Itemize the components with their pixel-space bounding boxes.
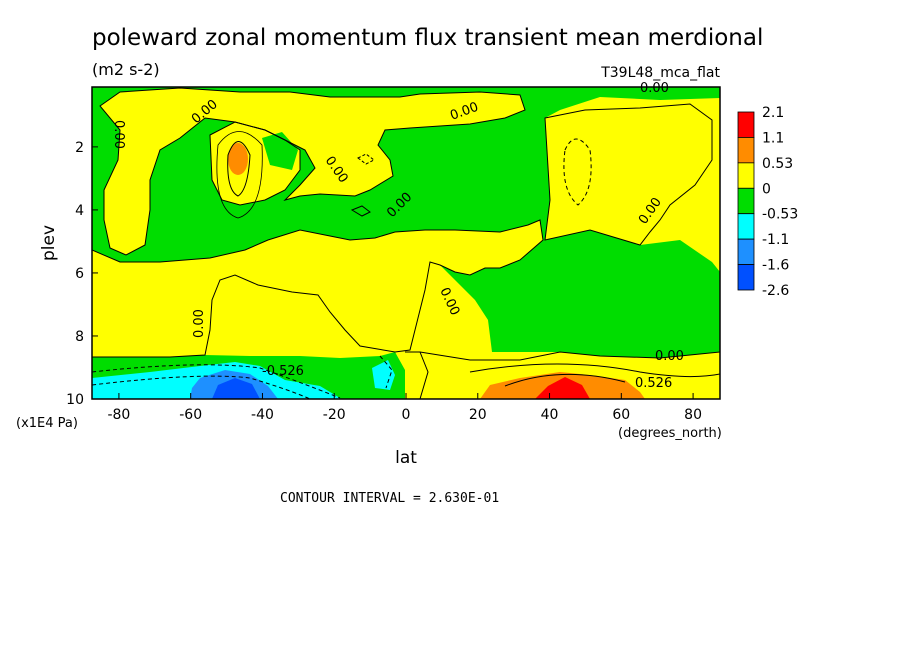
run-label: T39L48_mca_flat [600,65,720,81]
colorbar-label: 0 [762,181,771,197]
colorbar-swatch [737,213,755,240]
colorbar-swatch [737,137,755,164]
units-label: (m2 s-2) [92,60,160,79]
contour-label: 0.00 [655,349,684,364]
y-tick-label: 4 [75,203,84,219]
contour-label: -0.526 [262,364,304,379]
y-tick-label: 8 [75,329,84,345]
x-tick-label: -80 [107,407,130,423]
max-negative-region [212,378,260,399]
colorbar-label: 1.1 [762,130,784,146]
colorbar-swatch [737,111,755,138]
colorbar-label: 2.1 [762,105,784,121]
colorbar-label: -2.6 [762,283,789,299]
x-tick-label: -20 [323,407,346,423]
strong-positive-region [228,143,248,175]
y-tick-label: 10 [66,392,84,408]
x-axis-units: (degrees_north) [618,426,722,441]
x-tick-label: -60 [179,407,202,423]
chart-title: poleward zonal momentum flux transient m… [92,25,763,51]
contour-label: 0.00 [111,120,126,149]
contour-label: 0.00 [192,309,207,338]
colorbar-label: -1.1 [762,232,789,248]
colorbar-label: 0.53 [762,156,793,172]
colorbar-swatch [737,187,755,215]
contour-label: 0.526 [635,376,672,391]
x-axis: -80 -60 -40 -20 0 20 40 60 80 [107,393,702,423]
y-axis-label: plev [39,225,59,261]
x-tick-label: 0 [402,407,411,423]
x-tick-label: 80 [684,407,702,423]
x-tick-label: 40 [541,407,559,423]
y-tick-label: 2 [75,140,84,156]
colorbar-label: -0.53 [762,207,798,223]
colorbar-label: -1.6 [762,258,789,274]
plot-area: 0.000.000.000.000.000.00 0.000.000.000.00… [91,81,721,400]
contour-label: 0.00 [640,81,669,96]
positive-region [545,104,712,245]
y-tick-label: 6 [75,266,84,282]
colorbar-swatch [737,238,755,265]
x-axis-label: lat [395,448,417,468]
y-axis-units: (x1E4 Pa) [16,416,78,431]
x-tick-label: -40 [251,407,274,423]
contour-interval-note: CONTOUR INTERVAL = 2.630E-01 [280,491,499,506]
colorbar: 2.1 1.1 0.53 0 -0.53 -1.1 -1.6 -2.6 [737,105,798,299]
colorbar-swatch [737,264,755,291]
colorbar-swatch [737,162,755,189]
positive-region [92,220,543,357]
max-positive-region [535,377,590,399]
x-tick-label: 60 [612,407,630,423]
x-tick-label: 20 [469,407,487,423]
y-axis: 2 4 6 8 10 [66,140,98,408]
